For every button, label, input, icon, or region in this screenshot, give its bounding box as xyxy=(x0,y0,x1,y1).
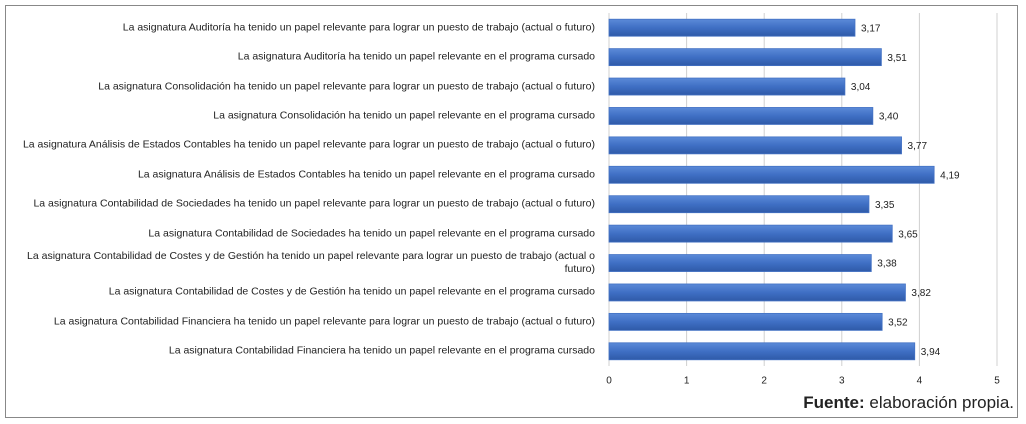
value-label: 3,40 xyxy=(879,112,899,123)
bar xyxy=(608,254,872,272)
source-text: elaboración propia. xyxy=(869,393,1014,412)
category-label: La asignatura Consolidación ha tenido un… xyxy=(213,109,595,122)
bar xyxy=(608,283,906,302)
x-tick-label: 2 xyxy=(761,376,767,387)
value-label: 3,77 xyxy=(908,141,928,152)
x-tick-label: 0 xyxy=(606,376,612,387)
bar xyxy=(608,107,874,125)
category-label: La asignatura Contabilidad de Sociedades… xyxy=(33,197,595,210)
value-label: 4,19 xyxy=(940,170,960,181)
frame xyxy=(5,5,1018,418)
value-label: 3,94 xyxy=(921,347,941,358)
source-label: Fuente: xyxy=(803,393,865,412)
category-label: La asignatura Contabilidad de Costes y d… xyxy=(27,250,595,276)
bar xyxy=(608,312,883,331)
value-label: 3,17 xyxy=(861,23,881,34)
category-label: La asignatura Contabilidad de Sociedades… xyxy=(148,227,595,240)
bar xyxy=(608,165,935,184)
value-label: 3,35 xyxy=(875,200,895,211)
category-label: La asignatura Análisis de Estados Contab… xyxy=(137,168,595,181)
value-label: 3,52 xyxy=(888,318,908,329)
bar xyxy=(608,48,882,67)
category-label: La asignatura Consolidación ha tenido un… xyxy=(98,80,595,93)
category-label: La asignatura Contabilidad Financiera ha… xyxy=(168,344,595,357)
category-label: La asignatura Contabilidad de Costes y d… xyxy=(108,285,595,298)
bar xyxy=(608,224,893,243)
bar xyxy=(608,195,870,214)
category-label: La asignatura Contabilidad Financiera ha… xyxy=(53,315,595,328)
value-label: 3,65 xyxy=(898,229,918,240)
value-label: 3,51 xyxy=(887,53,907,64)
value-label: 3,04 xyxy=(851,82,871,93)
category-label: La asignatura Auditoría ha tenido un pap… xyxy=(237,50,595,63)
category-label: La asignatura Auditoría ha tenido un pap… xyxy=(122,21,595,34)
source: Fuente: elaboración propia. xyxy=(803,393,1014,413)
x-tick-label: 3 xyxy=(839,376,845,387)
bar xyxy=(608,342,916,361)
bar xyxy=(608,18,856,37)
value-label: 3,38 xyxy=(877,259,897,270)
x-tick-label: 5 xyxy=(994,376,1000,387)
x-tick-label: 4 xyxy=(917,376,923,387)
x-tick-label: 1 xyxy=(684,376,690,387)
category-label: La asignatura Análisis de Estados Contab… xyxy=(22,138,595,151)
value-label: 3,82 xyxy=(911,288,931,299)
bar xyxy=(608,136,902,155)
bar xyxy=(608,77,846,96)
